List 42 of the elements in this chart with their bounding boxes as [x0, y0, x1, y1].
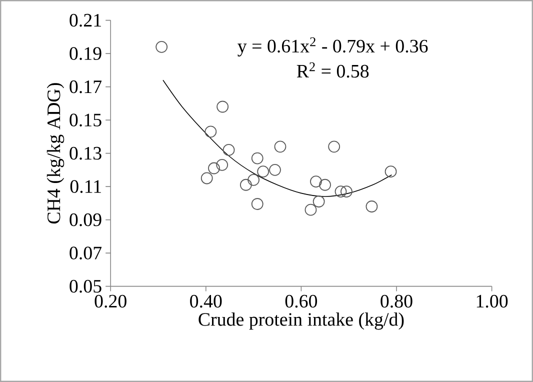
y-tick-label: 0.05 [70, 280, 102, 293]
point [340, 186, 352, 198]
annotation: R$^{2}$ = 0.58 [296, 62, 369, 78]
point [240, 178, 252, 191]
point [366, 200, 378, 212]
y-axis-title: CH4 (kg/kg ADG) [46, 83, 64, 224]
x-tick-label: 0.40 [190, 294, 222, 308]
point [251, 152, 264, 164]
y-tick-label: 0.07 [70, 246, 102, 260]
point [328, 140, 340, 153]
point [304, 204, 317, 216]
annotation: y = 0.61x$^{2}$ - 0.79x + 0.36 [238, 37, 428, 56]
x-tick-label: 1.00 [476, 294, 508, 308]
point [269, 164, 281, 176]
y-tick-label: 0.19 [70, 47, 102, 60]
y-tick-label: 0.11 [70, 180, 101, 193]
y-tick-label: 0.13 [70, 146, 102, 160]
point [251, 198, 264, 210]
x-tick-label: 0.80 [380, 294, 412, 308]
y-tick-label: 0.09 [70, 213, 102, 226]
line-series [162, 80, 392, 197]
x-tick-label: 0.60 [285, 294, 318, 308]
point [248, 174, 260, 186]
y-tick-label: 0.17 [70, 80, 102, 94]
point [319, 178, 331, 191]
point [216, 100, 229, 113]
point [216, 158, 228, 171]
point [200, 172, 213, 184]
point [310, 176, 322, 188]
x-tick-label: 0.20 [94, 294, 126, 308]
y-tick-label: 0.15 [70, 114, 102, 126]
point [274, 140, 286, 153]
point [204, 126, 217, 138]
point [156, 40, 168, 53]
x-axis-title: Crude protein intake (kg/d) [198, 312, 404, 330]
point [334, 186, 347, 198]
point [257, 166, 270, 178]
point [222, 144, 235, 156]
point [312, 196, 325, 208]
point [384, 166, 397, 178]
y-tick-label: 0.21 [70, 14, 101, 27]
point [208, 162, 220, 174]
